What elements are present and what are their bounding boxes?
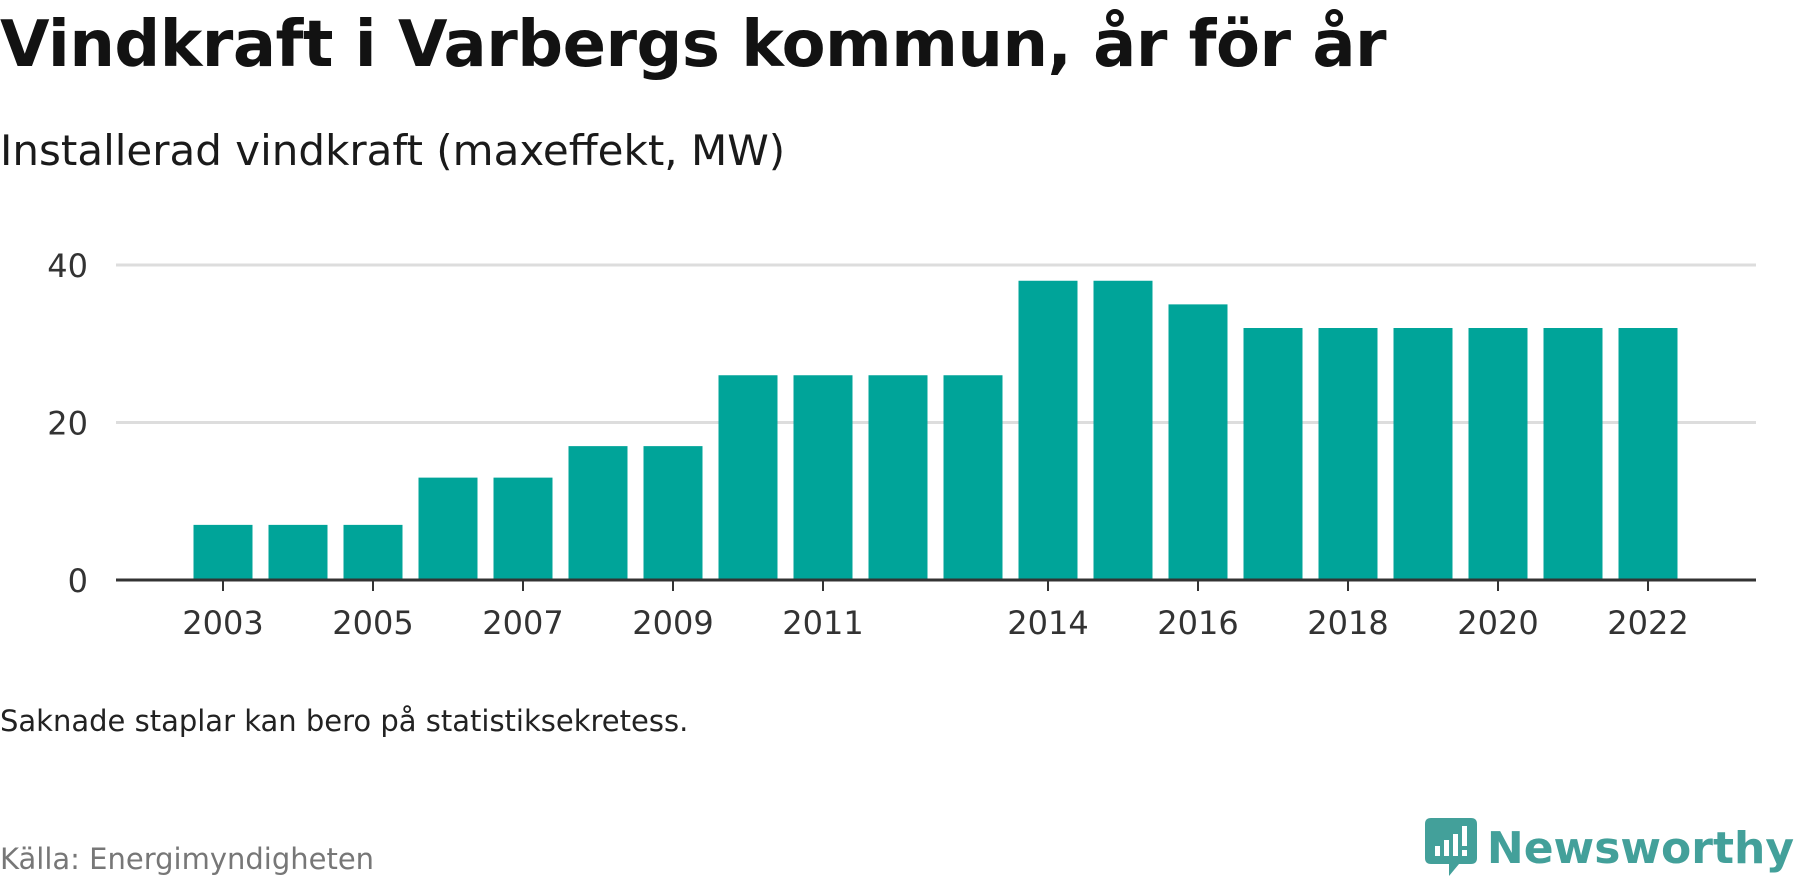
x-tick-label: 2016 [1157,604,1238,642]
x-axis-ticks: 2003 2005 2007 2009 2011 2014 2016 2018 2020 2022 [182,580,1689,642]
x-tick-label: 2011 [782,604,863,642]
bar-2009 [643,446,703,580]
footnote: Saknade staplar kan bero på statistiksek… [0,704,689,738]
bar-2014 [1018,280,1078,580]
bar-2016 [1168,304,1228,580]
bar-2003 [193,524,253,580]
bar-2010 [718,375,778,580]
x-tick-label: 2009 [632,604,713,642]
bar-2020 [1468,328,1528,580]
bar-2008 [568,446,628,580]
y-tick-label: 0 [68,562,88,600]
bar-2019 [1393,328,1453,580]
bars [193,280,1678,580]
bar-2021 [1543,328,1603,580]
bar-2005 [343,524,403,580]
x-tick-label: 2020 [1457,604,1538,642]
chart-title: Vindkraft i Varbergs kommun, år för år [0,8,1387,82]
bar-2017 [1243,328,1303,580]
newsworthy-logo-icon [1424,818,1477,876]
x-tick-label: 2005 [332,604,413,642]
chart-subtitle: Installerad vindkraft (maxeffekt, MW) [0,126,786,175]
bar-2018 [1318,328,1378,580]
y-tick-label: 20 [47,405,88,443]
bar-2015 [1093,280,1153,580]
bar-2004 [268,524,328,580]
bar-2007 [493,477,553,580]
bar-2012 [868,375,928,580]
x-tick-label: 2014 [1007,604,1088,642]
bar-2011 [793,375,853,580]
source-credit: Källa: Energimyndigheten [0,842,375,876]
brand-name: Newsworthy [1486,822,1794,874]
bar-2022 [1618,328,1678,580]
x-tick-label: 2007 [482,604,563,642]
x-tick-label: 2018 [1307,604,1388,642]
y-tick-label: 40 [47,247,88,285]
x-tick-label: 2022 [1607,604,1688,642]
bar-2013 [943,375,1003,580]
y-axis-ticks: 0 20 40 [47,247,88,600]
bar-2006 [418,477,478,580]
x-tick-label: 2003 [182,604,263,642]
brand-logo: Newsworthy [1424,818,1794,878]
